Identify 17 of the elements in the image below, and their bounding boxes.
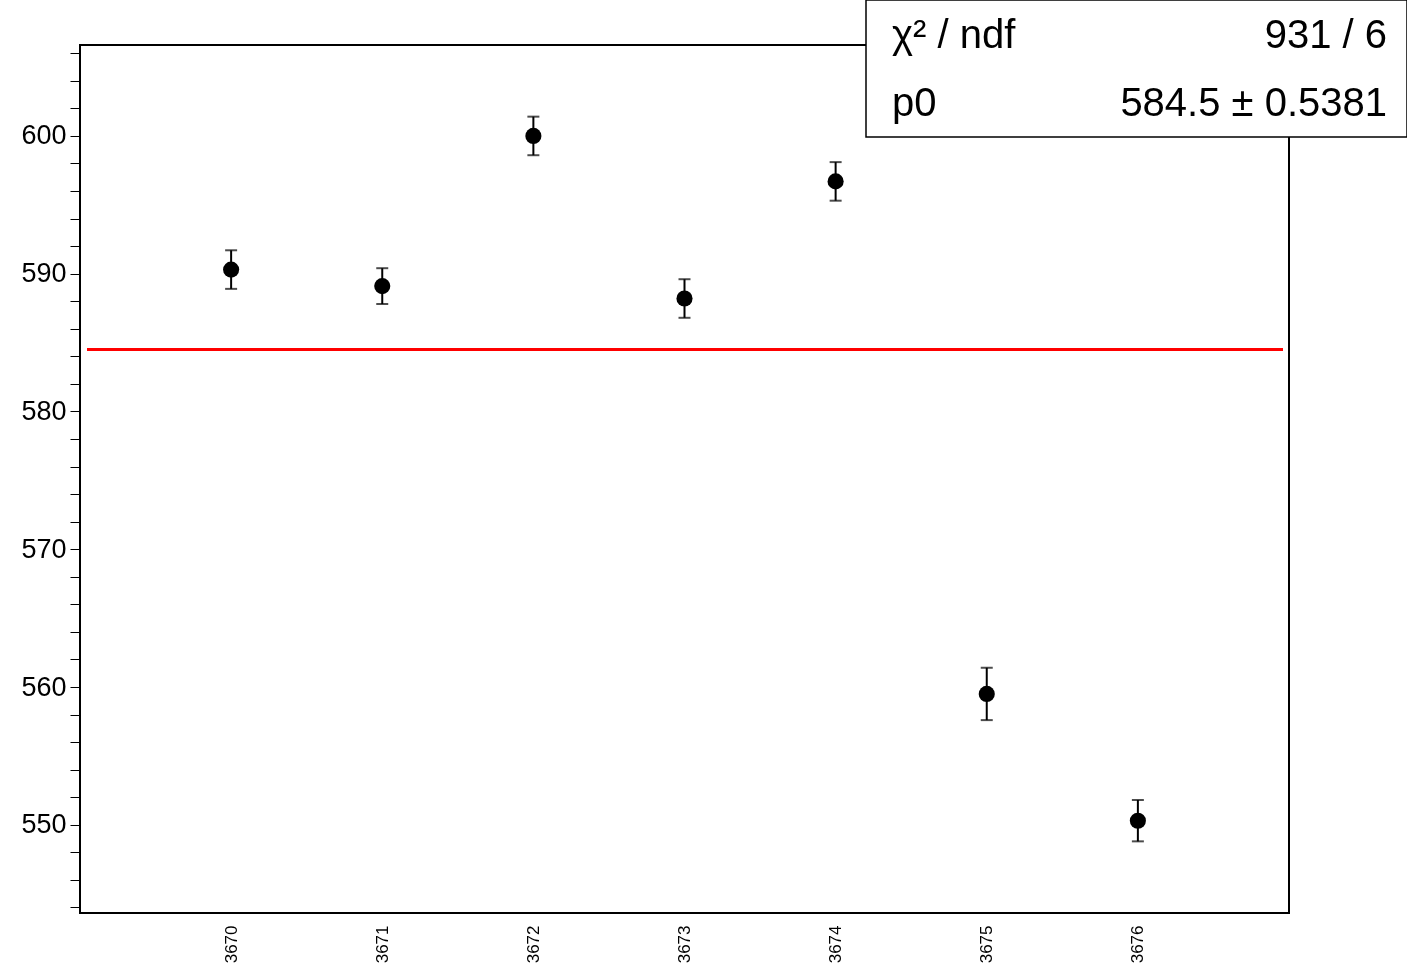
y-tick-label: 590 <box>21 258 67 289</box>
annotation: 584.5 ± 0.5381 <box>1120 80 1387 124</box>
y-tick-label: 560 <box>21 671 67 702</box>
annotation: 931 / 6 <box>1264 12 1387 56</box>
x-tick-label: 3676 <box>1128 925 1148 964</box>
x-tick-label: 3675 <box>977 925 997 964</box>
y-tick-label: 600 <box>21 120 67 151</box>
y-tick-label: 580 <box>21 395 67 426</box>
x-tick-label: 3671 <box>372 925 392 964</box>
annotation: χ² / ndf <box>892 12 1017 56</box>
y-tick-label: 570 <box>21 533 67 564</box>
x-tick-label: 3674 <box>826 925 846 964</box>
x-tick-label: 3672 <box>523 925 543 964</box>
x-tick-label: 3670 <box>221 925 241 964</box>
x-tick-label: 3673 <box>675 925 694 964</box>
y-tick-label: 550 <box>21 809 67 840</box>
annotation: p0 <box>892 80 937 124</box>
